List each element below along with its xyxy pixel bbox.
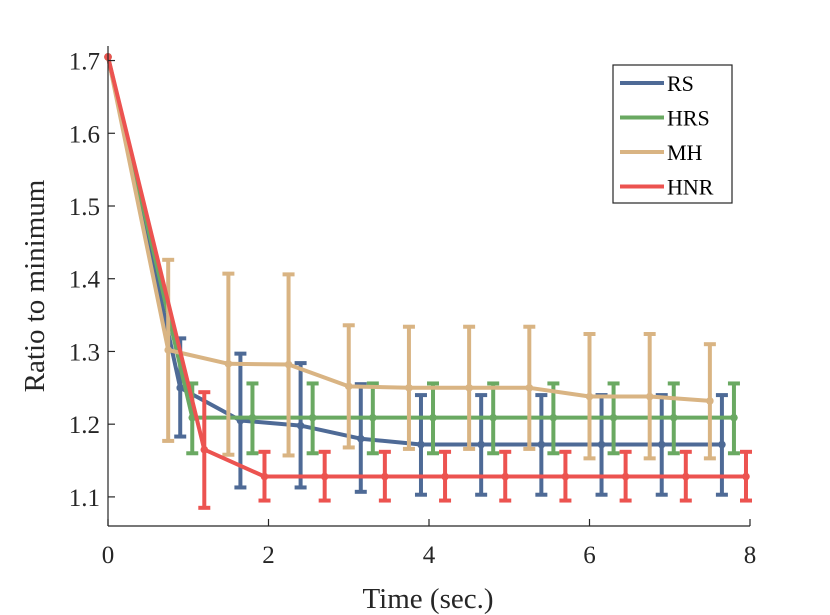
legend-label: RS (667, 71, 694, 96)
data-point (489, 413, 498, 422)
y-tick-label: 1.5 (69, 194, 100, 221)
data-point (585, 392, 594, 401)
data-point (597, 440, 606, 449)
legend-label: HNR (667, 175, 714, 200)
data-point (669, 413, 678, 422)
data-point (718, 440, 726, 449)
data-point (621, 472, 630, 481)
data-point (549, 413, 558, 422)
data-point (501, 472, 510, 481)
x-tick-label: 6 (583, 542, 596, 569)
data-point (356, 434, 365, 443)
axes: 0 2 4 6 8 1.1 1.2 1.3 1.4 1.5 1.6 1.7 (69, 46, 757, 569)
data-point (296, 421, 305, 430)
data-point (224, 360, 233, 368)
x-tick-label: 0 (102, 542, 115, 569)
series-mh (104, 53, 716, 461)
x-tick-label: 4 (423, 542, 436, 569)
data-point (706, 397, 714, 405)
data-point (284, 360, 293, 369)
data-point (417, 440, 425, 449)
data-point (200, 445, 209, 454)
plot-area (104, 53, 752, 510)
data-point (248, 413, 257, 422)
legend: RS HRS MH HNR (612, 64, 733, 204)
x-axis-label: Time (sec.) (362, 583, 493, 615)
legend-item-hnr: HNR (620, 175, 714, 200)
data-point (405, 384, 413, 392)
data-point (260, 472, 269, 481)
data-point (537, 440, 546, 449)
series-hnr (104, 53, 752, 510)
data-point (742, 472, 750, 481)
data-point (308, 413, 317, 422)
y-tick-label: 1.3 (69, 339, 100, 366)
y-tick-label: 1.1 (69, 485, 100, 512)
legend-item-hrs: HRS (620, 106, 710, 131)
data-point (682, 472, 690, 481)
legend-label: MH (667, 140, 703, 165)
data-point (465, 384, 473, 392)
legend-item-mh: MH (620, 140, 703, 165)
data-point (525, 384, 534, 392)
y-tick-label: 1.6 (69, 121, 100, 148)
legend-box (612, 64, 733, 204)
data-point (429, 413, 437, 422)
data-point (561, 472, 570, 481)
series-hrs (104, 53, 740, 456)
data-point (645, 392, 654, 401)
y-tick-label: 1.4 (69, 267, 101, 294)
series-rs (104, 53, 728, 497)
x-tick-label: 2 (262, 542, 275, 569)
data-point (164, 346, 172, 354)
data-point (609, 413, 618, 422)
y-tick-label: 1.2 (69, 412, 100, 439)
y-axis-label: Ratio to minimum (19, 179, 51, 392)
legend-item-rs: RS (620, 71, 694, 96)
data-point (657, 440, 666, 449)
data-point (369, 413, 377, 422)
data-point (381, 472, 389, 481)
data-point (477, 440, 485, 449)
legend-label: HRS (667, 106, 710, 131)
y-tick-label: 1.7 (69, 49, 100, 76)
data-point (176, 384, 185, 392)
data-point (344, 382, 353, 391)
data-point (730, 413, 738, 422)
data-point (441, 472, 449, 481)
data-point (320, 472, 329, 481)
x-tick-label: 8 (744, 542, 757, 569)
